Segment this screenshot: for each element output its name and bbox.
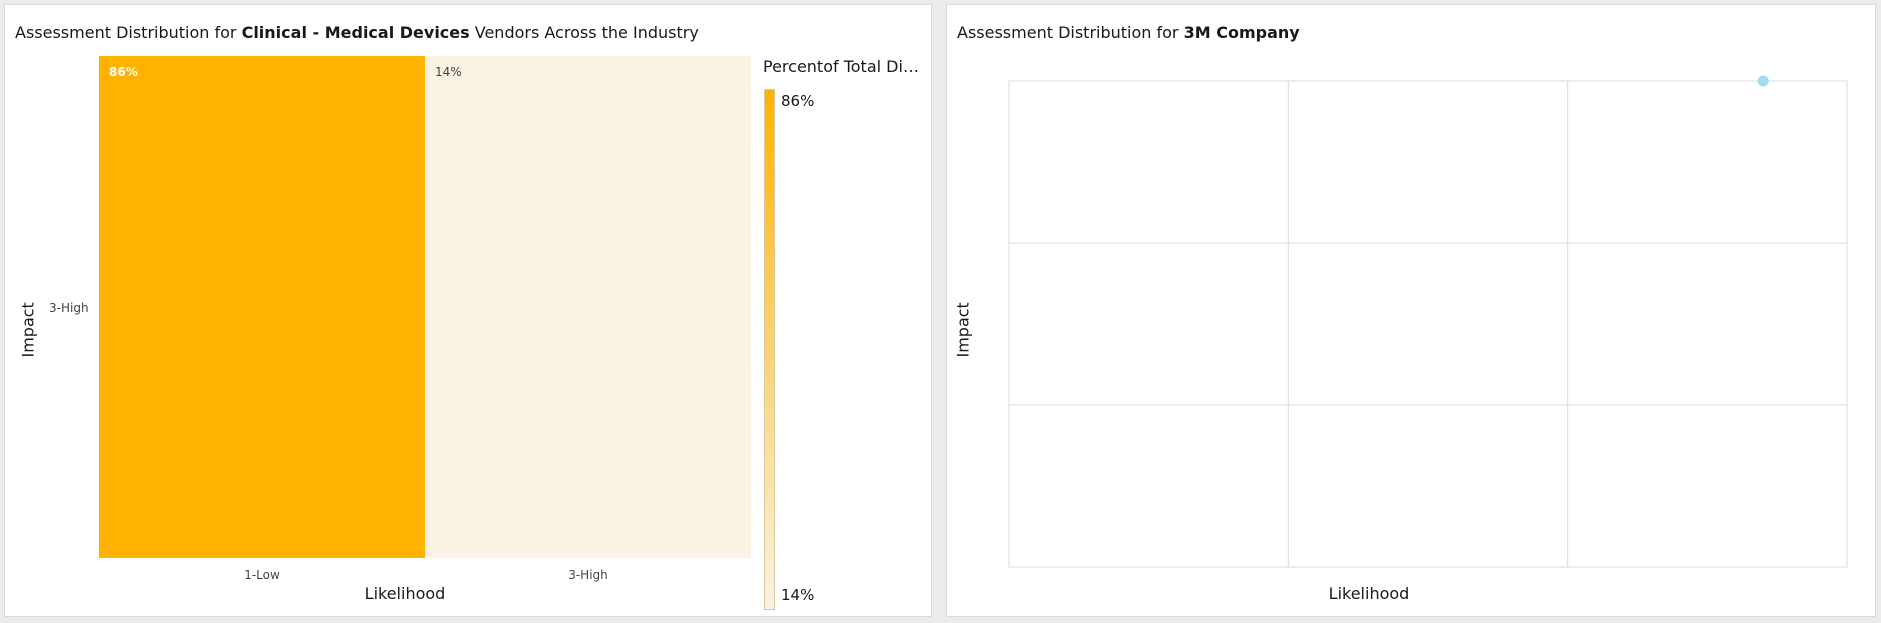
company-chart-title: Assessment Distribution for 3M Company — [957, 23, 1300, 42]
x-axis-title: Likelihood — [364, 584, 446, 603]
industry-name: Clinical - Medical Devices — [241, 23, 470, 42]
heatmap-cell-value-label: 86% — [109, 65, 138, 79]
plot-frame — [1008, 80, 1848, 568]
heatmap-cell-high-likelihood-high-impact[interactable]: 14% — [425, 56, 751, 558]
scatter-plot-area — [1008, 75, 1848, 568]
legend-title: Percentof Total Dis… — [763, 57, 923, 76]
industry-chart-title: Assessment Distribution for Clinical - M… — [15, 23, 699, 42]
x-tick-label: 1-Low — [244, 568, 280, 582]
color-scale-legend-bar — [764, 89, 775, 610]
industry-heatmap-panel: Assessment Distribution for Clinical - M… — [4, 4, 932, 617]
legend-min-label: 14% — [781, 586, 815, 604]
heatmap-cell-value-label: 14% — [435, 65, 462, 79]
x-tick-label: 3-High — [568, 568, 608, 582]
y-axis-title: Impact — [953, 302, 973, 358]
scatter-point[interactable] — [1757, 75, 1769, 87]
y-tick-label: 3-High — [49, 301, 89, 315]
legend-max-label: 86% — [781, 92, 815, 110]
company-scatter-panel: Assessment Distribution for 3M Company I… — [946, 4, 1876, 617]
company-name: 3M Company — [1183, 23, 1300, 42]
y-axis-title: Impact — [18, 302, 38, 358]
heatmap-cell-low-likelihood-high-impact[interactable]: 86% — [99, 56, 425, 558]
x-axis-title: Likelihood — [1328, 584, 1410, 603]
